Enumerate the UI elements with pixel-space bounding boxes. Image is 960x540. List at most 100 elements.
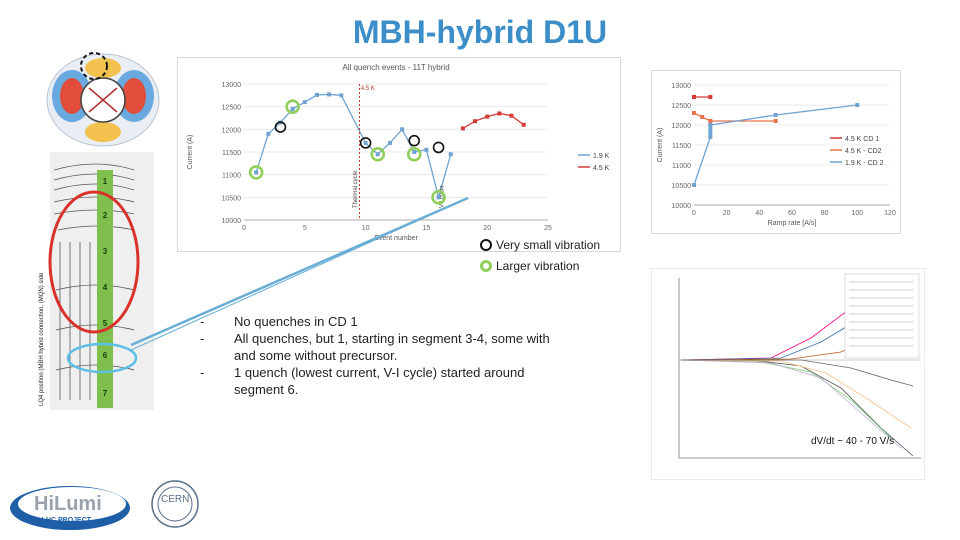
y-tick-label: 12000: [672, 123, 692, 130]
small-vibration-marker: [408, 134, 421, 147]
blue-region-highlight: [66, 342, 138, 374]
data-point: [708, 131, 713, 135]
x-tick-label: 0: [242, 225, 246, 232]
x-tick-label: 20: [723, 210, 731, 217]
ramp-rate-chart: 10000 10500 11000 11500 12000 12500 13000 0 20 40…: [651, 70, 901, 234]
x-tick-label: 80: [821, 210, 829, 217]
large-vibration-marker: [248, 165, 264, 180]
data-point: [339, 93, 344, 98]
x-axis-label: Event number: [374, 235, 418, 242]
cern-logo: CERN: [151, 480, 199, 528]
large-vibration-marker: [370, 146, 386, 162]
data-point: [412, 150, 417, 154]
data-point: [327, 92, 332, 97]
annotation-label: 4.5 K: [361, 86, 375, 92]
y-tick-label: 10500: [672, 183, 692, 190]
bullet-item: All quenches, but 1, starting in segment…: [200, 330, 560, 364]
x-tick-label: 20: [483, 225, 491, 232]
data-point: [708, 119, 713, 123]
large-vibration-marker: [406, 146, 422, 162]
legend-large-vibration: Larger vibration: [480, 259, 579, 273]
legend-label: 4.5 K CD 1: [845, 136, 879, 143]
data-point: [700, 115, 705, 119]
coil-cross-section-image: [42, 48, 164, 152]
cern-logo-text: CERN: [161, 494, 189, 505]
data-point: [708, 95, 713, 99]
small-vibration-marker: [432, 141, 445, 154]
coil-side-label: LQ4 position (MBH hybrid connection, (MQ…: [39, 272, 45, 406]
y-tick-label: 11500: [672, 143, 691, 150]
dvdt-label: dV/dt ~ 40 - 70 V/s: [811, 436, 894, 447]
legend-label: 1.9 K - CD 2: [845, 160, 884, 167]
data-point: [509, 113, 514, 118]
data-point: [387, 140, 392, 145]
y-axis-label: Current (A): [657, 128, 664, 163]
data-point: [290, 106, 295, 111]
slide-title: MBH-hybrid D1U: [352, 14, 608, 50]
data-point: [460, 126, 465, 131]
small-vibration-marker: [274, 121, 287, 133]
y-axis-label: Current (A): [187, 135, 194, 170]
legend-label: 4.5 K: [593, 165, 610, 172]
y-tick-label: 12500: [222, 105, 242, 112]
segment-label: 5: [103, 319, 108, 328]
hilumi-logo-text: HiLumi: [34, 493, 102, 515]
hilumi-logo: HiLumi HL-LHC PROJECT: [10, 486, 130, 530]
y-tick-label: 13000: [222, 82, 242, 89]
data-point: [424, 147, 429, 152]
bullet-item: No quenches in CD 1: [200, 313, 560, 330]
data-point: [521, 122, 526, 127]
segment-label: 6: [103, 351, 108, 360]
coil-winding-image: 1 2 3 4 5 6 7 LQ4 position (MBH hybrid c…: [39, 152, 154, 410]
x-tick-label: 0: [692, 210, 696, 217]
data-point: [448, 152, 453, 157]
bullet-item: 1 quench (lowest current, V-I cycle) sta…: [200, 364, 560, 398]
legend-label: 4.5 K - CD2: [845, 148, 882, 155]
y-tick-label: 11000: [672, 163, 691, 170]
legend-small-vibration: Very small vibration: [480, 238, 600, 252]
quench-events-chart: 10000 10500 11000 11500 12000 12500 13000 0 5 10 1…: [177, 57, 621, 252]
large-vibration-marker: [285, 99, 300, 114]
annotation-label: V-I cycle: [439, 185, 445, 208]
data-point: [773, 119, 778, 123]
data-point: [485, 114, 490, 119]
x-axis-label: Ramp rate [A/s]: [768, 220, 817, 227]
black-circle-icon: [480, 239, 492, 251]
legend-label: 1.9 K: [593, 153, 610, 160]
data-point: [497, 111, 502, 116]
data-point: [692, 111, 696, 115]
data-point: [692, 183, 696, 187]
segment-label: 3: [103, 247, 108, 256]
data-point: [400, 127, 405, 132]
annotation-label: Thermal cycle: [353, 170, 359, 208]
y-tick-label: 10000: [672, 203, 692, 210]
y-tick-label: 10000: [222, 218, 242, 225]
x-tick-label: 5: [303, 225, 307, 232]
y-tick-label: 12000: [222, 127, 242, 134]
y-tick-label: 10500: [222, 195, 242, 202]
y-tick-label: 11000: [222, 173, 241, 180]
segment-label: 7: [103, 389, 108, 398]
data-point: [302, 100, 307, 105]
x-tick-label: 60: [788, 210, 796, 217]
x-tick-label: 100: [851, 210, 863, 217]
data-point: [708, 135, 713, 139]
x-tick-label: 120: [884, 210, 896, 217]
y-tick-label: 11500: [222, 150, 241, 157]
hilumi-logo-sub: HL-LHC PROJECT: [30, 517, 92, 524]
x-tick-label: 15: [423, 225, 431, 232]
y-tick-label: 13000: [672, 83, 692, 90]
data-point: [363, 140, 368, 145]
segment-label: 1: [103, 177, 108, 186]
x-tick-label: 10: [362, 225, 370, 232]
data-point: [708, 123, 713, 127]
data-point: [314, 92, 319, 97]
green-circle-icon: [480, 260, 492, 272]
data-point: [773, 113, 778, 117]
legend-large-label: Larger vibration: [496, 259, 580, 273]
small-vibration-marker: [359, 137, 372, 149]
x-tick-label: 25: [544, 225, 552, 232]
segment-label: 4: [103, 283, 108, 292]
series-line: [693, 112, 776, 122]
data-point: [473, 119, 478, 124]
